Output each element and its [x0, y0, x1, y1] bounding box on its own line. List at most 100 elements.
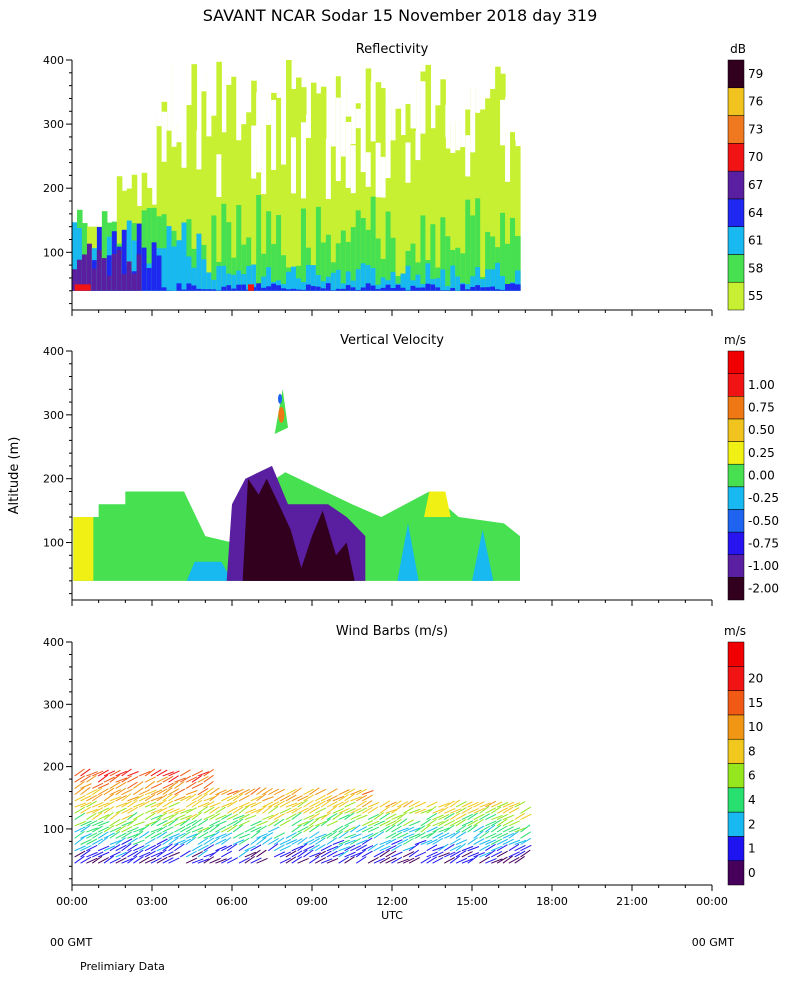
wind-barb: [402, 826, 415, 833]
wind-barb: [273, 794, 285, 802]
wind-barb: [179, 831, 191, 839]
wind-barb: [473, 818, 484, 827]
wind-barb: [303, 806, 314, 814]
reflectivity-cell: [226, 285, 232, 291]
reflectivity-cell: [300, 281, 307, 291]
x-tick-label: 06:00: [216, 895, 248, 908]
wind-barb: [502, 814, 515, 821]
colorbar-swatch: [727, 170, 745, 200]
wind-barb: [426, 818, 437, 827]
wind-barb: [485, 843, 496, 852]
reflectivity-cell: [266, 110, 272, 291]
wind-barb: [449, 850, 461, 858]
wind-barb: [156, 819, 168, 827]
reflectivity-cell: [370, 89, 377, 291]
reflectivity-cell: [261, 253, 267, 291]
wind-barb: [256, 836, 267, 845]
wind-barb: [273, 800, 285, 808]
wind-barb: [391, 818, 402, 827]
wind-barb: [502, 826, 514, 833]
wind-barb: [326, 820, 339, 827]
reflectivity-cell: [505, 243, 511, 291]
reflectivity-gap: [161, 111, 168, 162]
wind-barb: [461, 851, 473, 858]
wind-barb: [344, 844, 356, 852]
reflectivity-cell: [350, 144, 357, 291]
wind-barb: [80, 838, 92, 845]
wind-barb: [385, 838, 397, 845]
wind-barb: [97, 783, 110, 789]
wind-barb: [291, 845, 303, 852]
wind-barb: [92, 851, 104, 858]
x-tick-label: 00:00: [696, 895, 728, 908]
velocity-region: [242, 478, 355, 581]
wind-barb: [256, 820, 268, 827]
reflectivity-cell: [320, 288, 327, 291]
wind-barb: [514, 827, 527, 833]
wind-barb: [291, 838, 303, 845]
wind-barb: [174, 820, 186, 827]
wind-barb: [268, 801, 280, 808]
wind-barb: [133, 827, 145, 833]
reflectivity-cell: [505, 129, 511, 291]
wind-barb: [80, 768, 91, 777]
wind-barb: [115, 837, 126, 845]
wind-barb: [250, 795, 262, 802]
reflectivity-cell: [241, 284, 247, 291]
wind-barb: [426, 851, 438, 858]
reflectivity-cell: [226, 84, 232, 291]
reflectivity-cell: [400, 287, 407, 291]
wind-barb: [150, 827, 163, 833]
reflectivity-cell: [385, 106, 392, 291]
wind-barb: [86, 857, 98, 864]
wind-barb: [203, 796, 216, 802]
reflectivity-cell: [106, 255, 113, 291]
wind-barb: [168, 843, 179, 852]
wind-barb: [215, 858, 227, 864]
wind-barb: [367, 806, 379, 814]
reflectivity-gap: [171, 60, 178, 147]
wind-barb: [256, 793, 267, 802]
wind-barb: [367, 856, 379, 864]
reflectivity-cell: [231, 257, 237, 291]
wind-barb: [273, 818, 285, 827]
wind-barb: [215, 789, 227, 796]
velocity-region: [424, 491, 451, 517]
reflectivity-cell: [156, 255, 163, 291]
reflectivity-cell: [305, 265, 312, 291]
reflectivity-cell: [296, 289, 302, 291]
wind-barb: [97, 845, 110, 852]
wind-barb: [309, 837, 320, 845]
wind-barb: [232, 793, 244, 802]
wind-barb: [408, 827, 421, 833]
reflectivity-cell: [251, 80, 257, 291]
wind-barb: [514, 856, 525, 864]
wind-barb: [156, 849, 167, 858]
wind-barb: [144, 776, 157, 783]
reflectivity-gap: [380, 156, 387, 198]
reflectivity-gap: [360, 78, 367, 173]
wind-barb: [485, 807, 497, 814]
wind-barb: [467, 855, 478, 864]
y-tick-label: 400: [43, 345, 64, 358]
reflectivity-cell: [186, 105, 193, 291]
wind-barb: [244, 814, 257, 821]
wind-barb: [391, 856, 403, 864]
reflectivity-cell: [171, 63, 178, 291]
wind-barb: [74, 820, 86, 827]
wind-barb: [221, 795, 233, 802]
wind-barb: [197, 831, 209, 839]
wind-barb: [279, 851, 292, 858]
reflectivity-cell: [405, 265, 412, 291]
reflectivity-cell: [181, 222, 188, 291]
x-tick-label: 15:00: [456, 895, 488, 908]
wind-barb: [168, 788, 180, 796]
wind-barb: [144, 812, 156, 821]
wind-barb: [262, 837, 273, 845]
wind-barb: [455, 818, 467, 827]
colorbar-swatch: [727, 198, 745, 227]
wind-barb: [262, 832, 274, 839]
wind-barb: [74, 806, 86, 814]
wind-barb: [490, 851, 503, 858]
reflectivity-cell: [76, 259, 83, 291]
